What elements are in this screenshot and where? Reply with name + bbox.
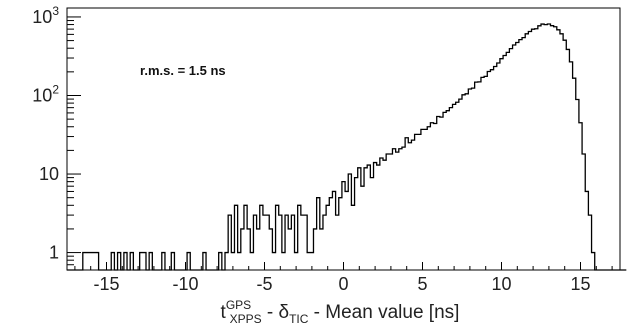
x-tick-label: -15: [93, 274, 119, 294]
plot-frame: [66, 7, 621, 271]
y-tick-label: 10: [39, 164, 59, 184]
rms-annotation: r.m.s. = 1.5 ns: [140, 63, 226, 78]
y-axis: 1 10 102 103: [32, 4, 74, 266]
x-axis-title: tGPS XPPS - δTIC - Mean value [ns]: [221, 298, 460, 326]
histogram-outline: [67, 23, 627, 271]
x-tick-label: 5: [417, 274, 427, 294]
histogram-series: [67, 23, 627, 271]
x-tick-label: -10: [172, 274, 198, 294]
x-axis: -15 -10 -5 0 5 10 15: [67, 16, 613, 294]
y-tick-label: 103: [32, 4, 59, 27]
x-tick-label: 0: [338, 274, 348, 294]
x-tick-label: 10: [491, 274, 511, 294]
x-tick-label: -5: [256, 274, 272, 294]
y-tick-label: 1: [49, 243, 59, 263]
x-tick-label: 15: [570, 274, 590, 294]
y-tick-label: 102: [32, 82, 59, 105]
plot-area-border: [66, 7, 621, 271]
